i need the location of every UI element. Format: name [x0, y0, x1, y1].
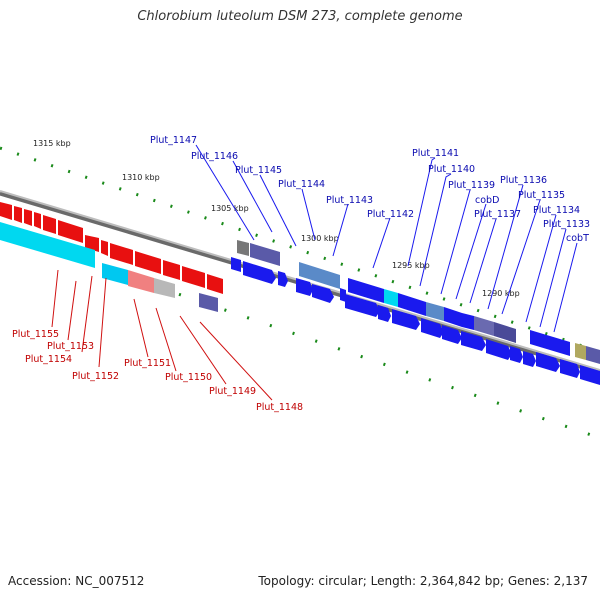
gene-label-reverse: Plut_1153 [47, 341, 94, 352]
gene-forward [348, 278, 384, 303]
gene-reverse-grey [154, 278, 175, 298]
forward-leader-lines [195, 144, 578, 333]
gene-forward [523, 351, 536, 367]
gene-label-reverse: Plut_1150 [165, 372, 212, 383]
forward-gene-labels: Plut_1147 Plut_1146 Plut_1145 Plut_1144 … [150, 135, 590, 244]
gene-forward-steel [299, 262, 318, 282]
gene-label-forward: Plut_1147 [150, 135, 197, 146]
gene-label-forward: Plut_1133 [543, 219, 590, 230]
gene-forward [486, 339, 512, 360]
gene-forward [340, 288, 346, 302]
reverse-leader-lines [51, 269, 273, 401]
gene-label-forward: Plut_1145 [235, 165, 282, 176]
gene-forward [580, 365, 600, 385]
gene-forward [345, 294, 380, 317]
gene-forward [312, 284, 334, 303]
gene-reverse [101, 240, 108, 256]
kbp-label: 1300 kbp [301, 234, 339, 243]
gene-reverse-cyan [102, 263, 128, 285]
gene-reverse [135, 251, 161, 274]
map-title: Chlorobium luteolum DSM 273, complete ge… [137, 9, 463, 24]
gene-label-forward: Plut_1135 [518, 190, 565, 201]
gene-forward [462, 313, 474, 330]
gene-label-reverse: Plut_1151 [124, 358, 171, 369]
genome-summary-text: Topology: circular; Length: 2,364,842 bp… [258, 574, 588, 588]
gene-label-forward: cobT [566, 233, 589, 244]
gene-forward-steel [426, 302, 444, 321]
gene-forward [278, 271, 288, 287]
reverse-strand-genes [0, 202, 223, 312]
gene-forward-purple [250, 243, 280, 266]
gene-forward [442, 325, 462, 344]
gene-forward [536, 352, 560, 372]
coordinate-labels: 1315 kbp 1310 kbp 1305 kbp 1300 kbp 1295… [33, 139, 520, 298]
gene-forward-purple [494, 322, 516, 343]
gene-reverse [85, 235, 99, 252]
gene-forward [378, 305, 391, 322]
gene-label-reverse: Plut_1148 [256, 402, 303, 413]
gene-forward [392, 309, 420, 330]
gene-reverse [58, 220, 83, 243]
gene-label-reverse: Plut_1154 [25, 354, 72, 365]
gene-label-forward: Plut_1140 [428, 164, 475, 175]
gene-forward-steel [318, 268, 340, 289]
gene-forward-purple [474, 316, 494, 336]
gene-reverse [182, 266, 205, 288]
gene-reverse [0, 202, 12, 220]
gene-forward [231, 257, 241, 272]
gene-label-forward: Plut_1142 [367, 209, 414, 220]
gene-forward [530, 330, 570, 356]
gene-label-forward: Plut_1137 [474, 209, 521, 220]
gene-forward [296, 278, 313, 296]
gene-forward [243, 261, 276, 284]
gene-forward [461, 331, 486, 351]
kbp-label: 1310 kbp [122, 173, 160, 182]
gene-label-forward: Plut_1139 [448, 180, 495, 191]
gene-label-forward: cobD [475, 195, 499, 206]
gene-forward [398, 293, 426, 316]
gene-forward-olive [575, 343, 586, 360]
gene-label-forward: Plut_1141 [412, 148, 459, 159]
gene-label-forward: Plut_1144 [278, 179, 325, 190]
gene-forward-cyan [384, 289, 398, 307]
gene-reverse [43, 215, 56, 234]
gene-reverse-cyan [0, 222, 95, 268]
gene-label-forward: Plut_1136 [500, 175, 547, 186]
gene-label-reverse: Plut_1152 [72, 371, 119, 382]
gene-reverse [24, 209, 32, 226]
kbp-label: 1290 kbp [482, 289, 520, 298]
gene-reverse [207, 274, 223, 294]
kbp-label: 1305 kbp [211, 204, 249, 213]
gene-label-forward: Plut_1146 [191, 151, 238, 162]
gene-reverse-purple [199, 293, 218, 312]
gene-forward [560, 359, 580, 378]
gene-label-reverse: Plut_1149 [209, 386, 256, 397]
gene-reverse [163, 260, 180, 280]
gene-reverse [34, 212, 41, 229]
gene-label-forward: Plut_1143 [326, 195, 373, 206]
gene-forward [510, 346, 523, 363]
gene-forward-grey [237, 240, 249, 256]
kbp-label: 1315 kbp [33, 139, 71, 148]
accession-text: Accession: NC_007512 [8, 574, 145, 588]
forward-strand-genes [231, 240, 600, 385]
gene-label-forward: Plut_1134 [533, 205, 580, 216]
gene-forward-purple [586, 346, 600, 364]
gene-label-reverse: Plut_1155 [12, 329, 59, 340]
gene-forward [444, 307, 462, 327]
reverse-gene-labels: Plut_1155 Plut_1153 Plut_1154 Plut_1152 … [12, 329, 303, 413]
gene-reverse [110, 243, 133, 265]
gene-reverse [14, 206, 22, 223]
gene-forward [421, 318, 444, 338]
gene-reverse-pink [128, 270, 154, 293]
kbp-label: 1295 kbp [392, 261, 430, 270]
